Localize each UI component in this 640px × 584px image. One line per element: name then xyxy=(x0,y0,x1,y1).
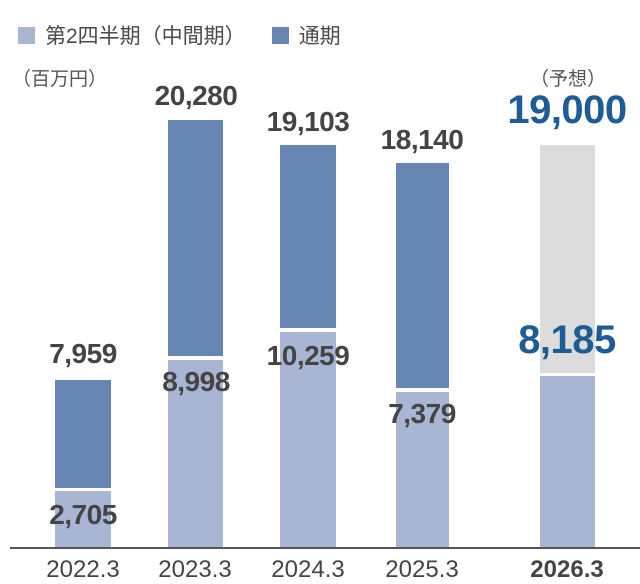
bar-fy-2022 xyxy=(55,380,111,488)
value-fy-2023: 20,280 xyxy=(154,80,238,111)
value-h1-2023: 8,998 xyxy=(162,366,230,397)
bar-fy-2023 xyxy=(168,120,223,356)
bar-h1-2024 xyxy=(280,332,336,547)
value-fy-2022: 7,959 xyxy=(49,338,117,369)
unit-label: （百万円） xyxy=(12,69,108,90)
x-tick-2024: 2024.3 xyxy=(271,556,345,583)
bar-fy-2024 xyxy=(280,145,336,328)
value-h1-2024: 10,259 xyxy=(266,340,350,371)
bar-h1-2022 xyxy=(55,491,111,547)
value-fy-2025: 18,140 xyxy=(380,124,464,155)
bar-fy-2026-forecast xyxy=(540,145,595,373)
legend-swatch-fy xyxy=(271,26,289,44)
legend-item-h1: 第2四半期（中間期） xyxy=(18,20,246,50)
value-fy-2024: 19,103 xyxy=(266,106,350,137)
value-h1-2025: 7,379 xyxy=(388,398,456,429)
value-h1-2022: 2,705 xyxy=(49,499,117,530)
x-tick-2022: 2022.3 xyxy=(46,556,120,583)
forecast-label: （予想） xyxy=(529,69,606,90)
bar-fy-2025 xyxy=(396,163,449,388)
legend: 第2四半期（中間期） 通期 xyxy=(18,20,367,50)
x-tick-2026: 2026.3 xyxy=(530,556,604,583)
bar-h1-2023 xyxy=(168,360,223,547)
x-tick-2023: 2023.3 xyxy=(158,556,232,583)
bar-h1-2025 xyxy=(396,392,449,547)
value-h1-2026: 8,185 xyxy=(518,318,616,362)
x-axis-line xyxy=(10,547,640,549)
bar-h1-2026-forecast xyxy=(540,376,595,547)
x-tick-2025: 2025.3 xyxy=(385,556,459,583)
legend-swatch-h1 xyxy=(18,26,35,44)
legend-label-h1: 第2四半期（中間期） xyxy=(45,25,246,48)
value-fy-2026: 19,000 xyxy=(507,88,627,132)
legend-label-fy: 通期 xyxy=(298,25,341,48)
legend-item-fy: 通期 xyxy=(271,20,341,50)
